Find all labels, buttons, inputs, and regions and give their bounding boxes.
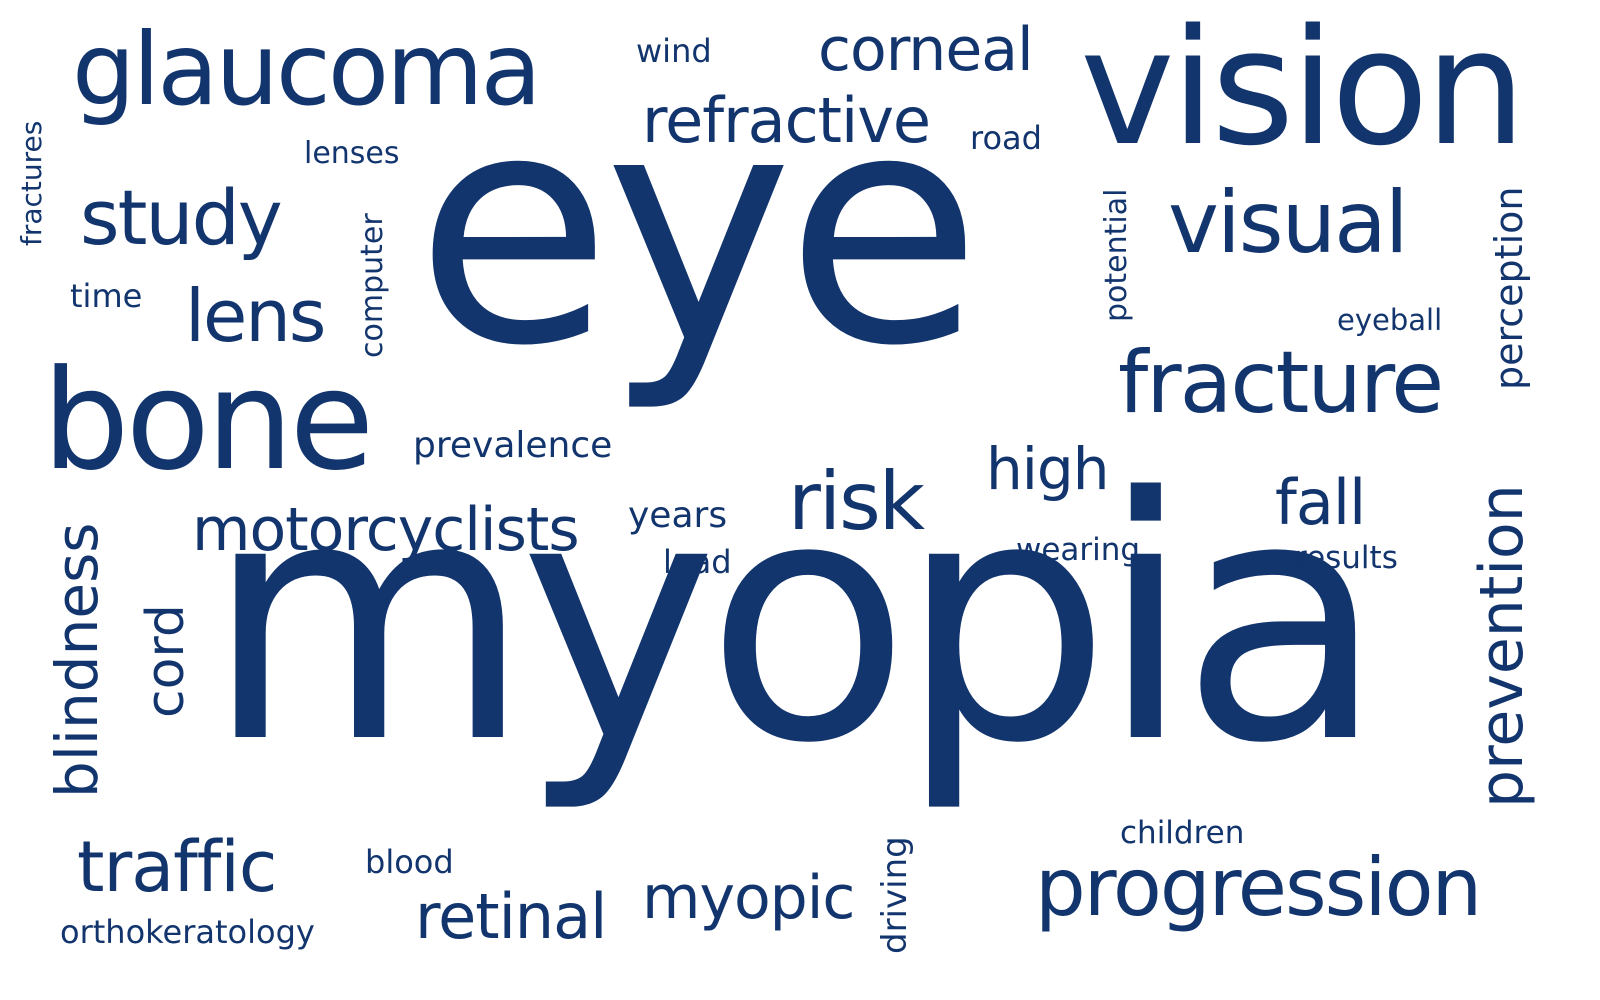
word-progression: progression <box>1035 841 1482 934</box>
word-lens: lens <box>185 274 326 358</box>
word-retinal: retinal <box>415 880 607 953</box>
word-prevalence: prevalence <box>413 425 613 466</box>
word-perception: perception <box>1487 186 1531 390</box>
word-orthokeratology: orthokeratology <box>60 913 315 951</box>
word-fall: fall <box>1275 466 1366 539</box>
word-children: children <box>1120 815 1245 851</box>
word-visual: visual <box>1168 173 1409 273</box>
word-traffic: traffic <box>77 826 277 908</box>
word-myopia: myopia <box>205 427 1386 817</box>
word-risk: risk <box>788 455 925 548</box>
word-glaucoma: glaucoma <box>72 11 542 128</box>
word-lead: lead <box>663 543 732 581</box>
word-prevention: prevention <box>1467 484 1537 808</box>
word-eyeball: eyeball <box>1337 303 1443 337</box>
word-high: high <box>986 435 1109 503</box>
word-results: results <box>1294 540 1398 576</box>
word-fractures: fractures <box>15 120 48 246</box>
word-motorcyclists: motorcyclists <box>192 495 580 565</box>
word-time: time <box>70 277 143 315</box>
word-driving: driving <box>875 836 915 954</box>
word-myopic: myopic <box>642 863 855 933</box>
word-eye: eye <box>415 44 982 416</box>
word-study: study <box>80 173 283 262</box>
word-potential: potential <box>1099 188 1134 322</box>
word-bone: bone <box>42 340 374 501</box>
word-computer: computer <box>355 213 390 358</box>
word-blood: blood <box>365 843 454 881</box>
word-wind: wind <box>636 32 712 70</box>
word-blindness: blindness <box>43 522 111 799</box>
word-fracture: fracture <box>1118 333 1444 433</box>
word-vision: vision <box>1080 0 1526 181</box>
word-cord: cord <box>136 604 196 718</box>
word-wearing: wearing <box>1016 532 1141 568</box>
word-years: years <box>628 495 728 536</box>
word-road: road <box>970 119 1042 157</box>
word-lenses: lenses <box>304 136 400 171</box>
word-refractive: refractive <box>642 84 931 157</box>
word-corneal: corneal <box>818 15 1034 85</box>
